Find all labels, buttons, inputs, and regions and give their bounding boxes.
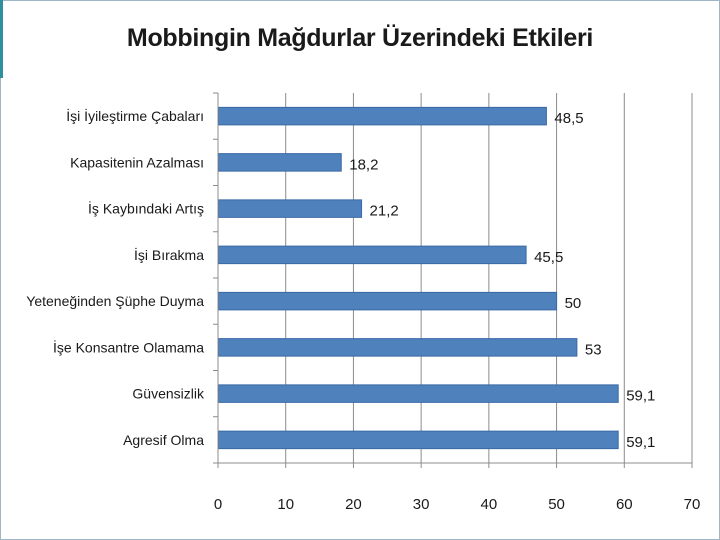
bar	[218, 291, 558, 311]
value-label: 48,5	[554, 110, 583, 127]
category-label: İş Kaybındaki Artış	[88, 200, 204, 217]
bar	[218, 338, 578, 357]
value-label: 59,1	[626, 434, 655, 451]
x-tick-label: 0	[214, 496, 222, 513]
axis-layer	[213, 92, 693, 468]
x-tick-label: 60	[616, 496, 633, 513]
x-tick-label: 30	[413, 496, 430, 513]
value-label: 21,2	[370, 203, 399, 220]
x-tick-label: 70	[684, 496, 701, 513]
value-label: 45,5	[534, 249, 563, 266]
bar	[218, 430, 619, 450]
bar	[218, 153, 342, 172]
value-label: 53	[585, 341, 602, 358]
bar	[218, 245, 527, 265]
bar-layer	[218, 106, 619, 450]
category-label: İşi Bırakma	[134, 246, 204, 263]
x-tick-label: 20	[345, 496, 362, 513]
label-layer: 0 10 20 30 40 50 60 70 İşi İyileştirme Çabaları 4…	[26, 107, 700, 513]
x-tick-label: 40	[481, 496, 498, 513]
bar	[218, 199, 363, 218]
category-label: Yeteneğinden Şüphe Duyma	[26, 293, 204, 309]
category-label: İşi İyileştirme Çabaları	[66, 107, 204, 124]
value-label: 18,2	[349, 156, 378, 173]
chart-title: Mobbingin Mağdurlar Üzerindeki Etkileri	[126, 24, 594, 52]
category-label: Kapasitenin Azalması	[70, 154, 204, 170]
grid-layer	[285, 93, 693, 463]
value-label: 59,1	[626, 388, 655, 405]
bar	[218, 106, 547, 126]
category-label: İşe Konsantre Olamama	[53, 338, 204, 355]
category-label: Güvensizlik	[132, 386, 205, 402]
x-tick-label: 50	[548, 496, 565, 513]
value-label: 50	[565, 295, 582, 312]
bar	[218, 384, 619, 403]
corner-accent	[0, 0, 3, 78]
category-label: Agresif Olma	[123, 432, 204, 448]
x-tick-label: 10	[277, 496, 294, 513]
